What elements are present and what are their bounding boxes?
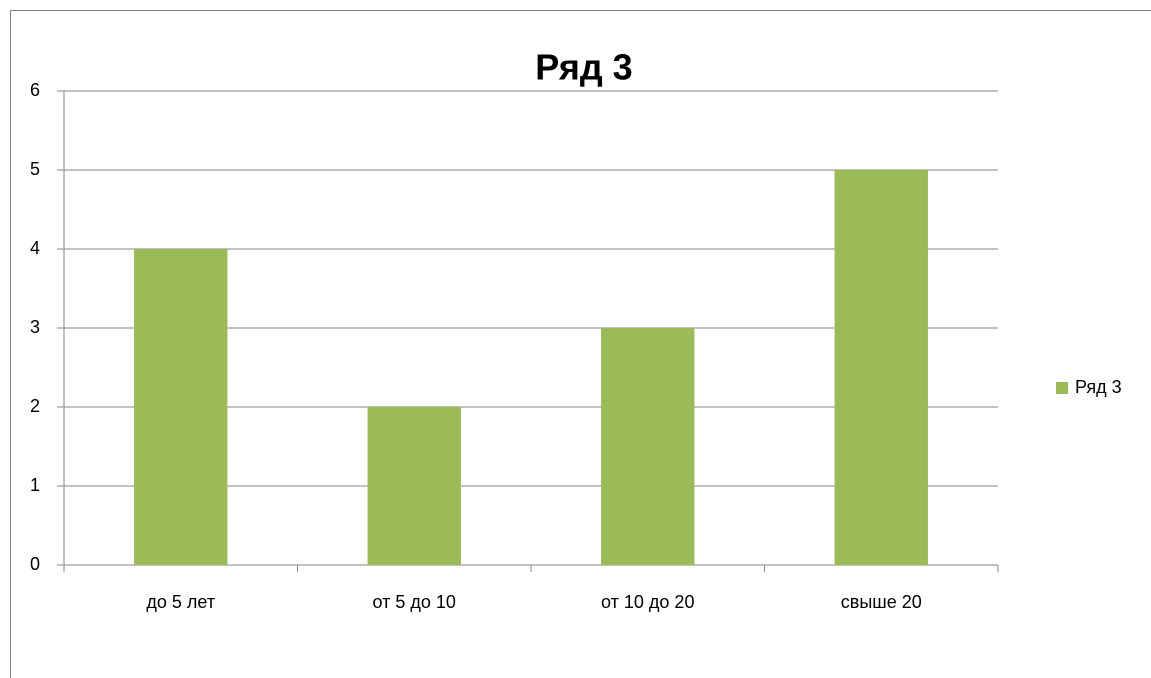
x-tick-label: от 10 до 20	[601, 592, 694, 612]
x-tick-label: до 5 лет	[146, 592, 215, 612]
y-tick-label: 3	[30, 317, 40, 337]
bar	[834, 170, 928, 565]
y-tick-label: 4	[30, 238, 40, 258]
chart-title: Ряд 3	[535, 47, 632, 88]
legend-label: Ряд 3	[1075, 377, 1122, 397]
bar	[134, 249, 228, 565]
bar	[367, 407, 461, 565]
y-tick-label: 1	[30, 475, 40, 495]
x-tick-label: свыше 20	[841, 592, 922, 612]
y-tick-label: 5	[30, 159, 40, 179]
y-tick-label: 6	[30, 80, 40, 100]
legend-swatch	[1056, 382, 1068, 394]
y-tick-label: 2	[30, 396, 40, 416]
x-tick-label: от 5 до 10	[373, 592, 456, 612]
y-tick-label: 0	[30, 554, 40, 574]
bar	[601, 328, 695, 565]
